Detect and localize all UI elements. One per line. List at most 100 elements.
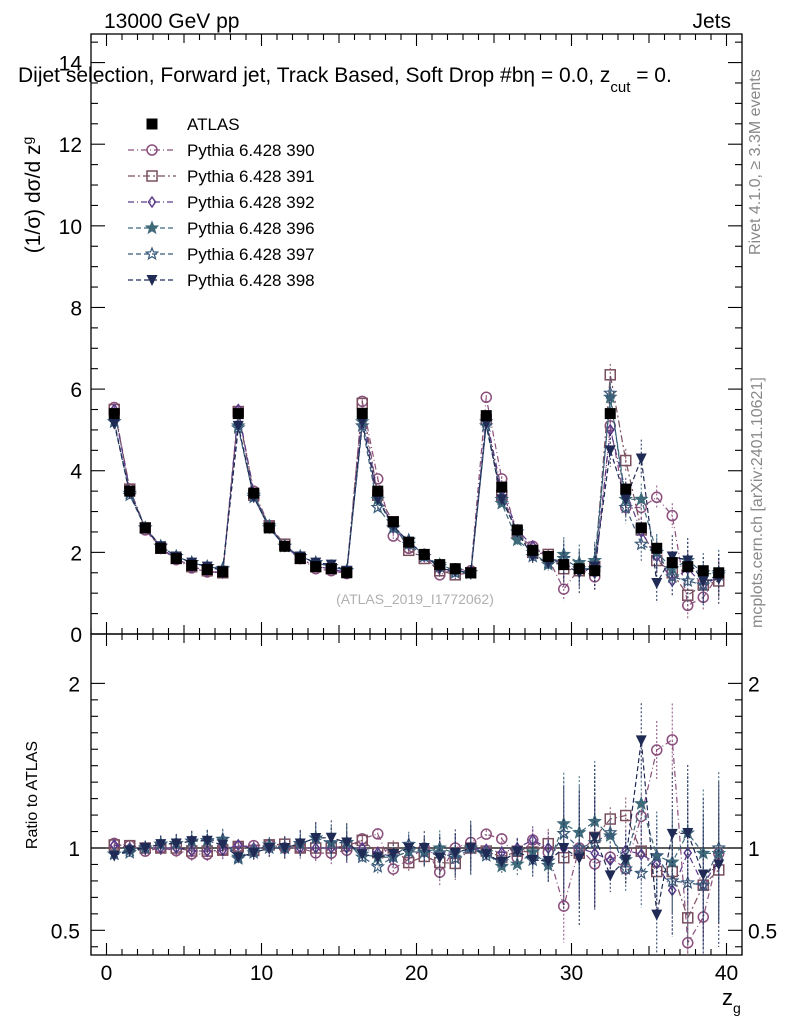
legend-entry-391: Pythia 6.428 391 — [128, 167, 315, 186]
main-point-390 — [666, 509, 678, 522]
atlas-data-point — [496, 481, 508, 493]
atlas-data-point — [558, 559, 570, 571]
atlas-data-point — [542, 550, 554, 562]
ratio-series-397 — [106, 772, 727, 955]
ratio-point-398 — [387, 848, 399, 860]
legend-entry-392: Pythia 6.428 392 — [128, 193, 315, 212]
atlas-data-point — [217, 566, 229, 578]
main-y-tick-label: 8 — [70, 297, 82, 320]
legend-label: Pythia 6.428 397 — [187, 245, 315, 264]
chart-title-tail: = 0. — [630, 64, 671, 87]
ratio-point-398 — [263, 843, 275, 854]
atlas-data-point — [620, 483, 632, 495]
atlas-data-point — [418, 548, 430, 560]
atlas-data-point — [465, 567, 477, 579]
ratio-point-398 — [496, 856, 508, 868]
ratio-point-398 — [217, 839, 229, 851]
ratio-point-397 — [571, 840, 587, 855]
legend-label: ATLAS — [187, 115, 240, 134]
main-series-line — [113, 409, 720, 586]
ratio-point-398 — [372, 852, 384, 864]
ratio-y-tick-label-right: 1 — [748, 838, 760, 861]
ratio-point-390 — [480, 828, 492, 840]
legend-label: Pythia 6.428 390 — [187, 141, 315, 160]
legend-label: Pythia 6.428 398 — [187, 271, 315, 290]
atlas-data-point — [263, 522, 275, 534]
ratio-point-390 — [372, 828, 384, 840]
main-y-tick-label: 2 — [70, 542, 82, 565]
atlas-data-point — [279, 540, 291, 552]
atlas-data-point — [434, 559, 446, 571]
ratio-y-tick-label-right: 0.5 — [748, 920, 777, 943]
ratio-point-398 — [635, 735, 647, 747]
ratio-point-392 — [187, 844, 197, 858]
atlas-data-point — [697, 565, 709, 577]
main-point-390 — [651, 491, 663, 504]
ratio-point-398 — [604, 870, 616, 882]
atlas-data-point — [651, 542, 663, 554]
ratio-point-398 — [480, 849, 492, 861]
legend-entry-398: Pythia 6.428 398 — [128, 271, 315, 290]
axis-ticks — [90, 34, 743, 955]
x-tick-label: 0 — [101, 962, 113, 985]
atlas-data-point — [511, 524, 523, 536]
main-point-397 — [602, 385, 618, 400]
ratio-point-398 — [155, 839, 167, 851]
legend-entry-ATLAS: ATLAS — [146, 115, 240, 134]
legend-marker-392 — [147, 195, 157, 209]
ratio-point-398 — [651, 909, 663, 921]
ratio-point-390 — [496, 833, 508, 845]
main-point-396 — [633, 491, 649, 506]
ratio-series-line — [114, 831, 720, 886]
atlas-data-point — [341, 567, 353, 579]
legend-marker-398 — [146, 275, 158, 286]
main-series-391 — [108, 363, 725, 611]
main-y-tick-label: 0 — [70, 624, 82, 647]
atlas-data-point — [108, 408, 120, 420]
main-point-398 — [356, 416, 368, 428]
ratio-y-tick-label-right: 2 — [748, 673, 760, 696]
atlas-data-point — [232, 408, 244, 420]
atlas-data-point — [573, 563, 585, 575]
ratio-point-398 — [248, 847, 260, 859]
atlas-data-point — [248, 487, 260, 499]
ratio-series-line — [114, 814, 720, 920]
main-point-391 — [682, 589, 694, 601]
main-point-398 — [651, 577, 663, 589]
legend-label: Pythia 6.428 392 — [187, 193, 315, 212]
main-point-398 — [620, 494, 632, 506]
ratio-point-398 — [108, 850, 120, 862]
atlas-data-point — [155, 542, 167, 554]
ratio-point-398 — [341, 837, 353, 849]
main-point-398 — [604, 445, 616, 457]
main-point-398 — [372, 494, 384, 506]
main-series-line — [113, 374, 719, 597]
ratio-point-398 — [713, 859, 725, 871]
legend-entry-390: Pythia 6.428 390 — [128, 141, 315, 160]
atlas-data-point — [372, 485, 384, 497]
ratio-point-391 — [620, 809, 632, 822]
atlas-data-point — [124, 485, 136, 497]
main-series-line — [113, 397, 720, 607]
legend-marker-390 — [146, 144, 158, 156]
ratio-point-398 — [542, 855, 554, 867]
atlas-data-point — [666, 557, 678, 569]
ratio-point-398 — [232, 852, 244, 864]
main-y-tick-label: 14 — [59, 53, 83, 76]
ratio-point-398 — [697, 869, 709, 881]
ratio-point-398 — [573, 853, 585, 865]
main-point-398 — [666, 551, 678, 563]
ratio-point-398 — [449, 848, 461, 860]
ratio-point-397 — [370, 859, 386, 874]
legend-marker-397 — [144, 246, 160, 261]
ratio-point-398 — [620, 854, 632, 866]
ratio-series-391 — [108, 788, 725, 955]
atlas-data-point — [310, 561, 322, 573]
ratio-point-398 — [186, 836, 198, 848]
atlas-data-point — [170, 552, 182, 564]
ratio-point-398 — [589, 832, 601, 844]
ratio-point-392 — [202, 844, 212, 858]
atlas-data-point — [387, 516, 399, 528]
ratio-point-398 — [666, 828, 678, 840]
